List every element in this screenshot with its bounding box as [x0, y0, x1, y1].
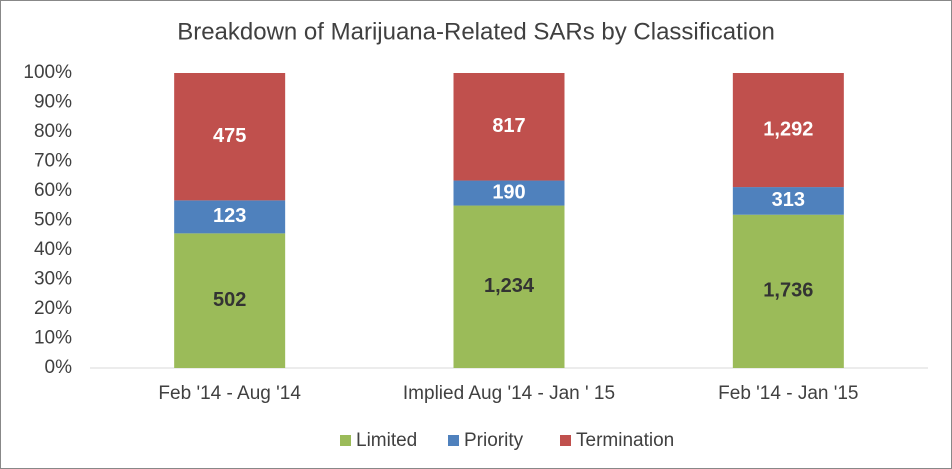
legend-label: Termination [576, 430, 674, 451]
legend-swatch [560, 435, 571, 446]
data-label: 502 [213, 289, 246, 311]
data-label: 817 [492, 115, 525, 137]
data-label: 475 [213, 125, 246, 147]
data-label: 190 [492, 181, 525, 203]
data-label: 1,292 [763, 118, 813, 140]
y-tick-label: 80% [34, 121, 72, 142]
y-tick-label: 40% [34, 239, 72, 260]
x-tick-label: Feb '14 - Aug '14 [158, 383, 301, 404]
y-tick-label: 10% [34, 328, 72, 349]
legend-label: Limited [356, 430, 417, 451]
bar-segment [174, 200, 286, 234]
bar-segment [174, 73, 286, 201]
bar-segment [732, 73, 844, 188]
bar-segment [174, 233, 286, 368]
bar-segment [453, 180, 565, 206]
bar-segment [732, 187, 844, 215]
legend-swatch [448, 435, 459, 446]
y-tick-label: 0% [45, 357, 73, 378]
chart-title: Breakdown of Marijuana-Related SARs by C… [177, 18, 775, 45]
legend-label: Priority [464, 430, 524, 451]
y-tick-label: 70% [34, 151, 72, 172]
y-tick-label: 20% [34, 298, 72, 319]
y-tick-label: 30% [34, 269, 72, 290]
bar-segment [453, 73, 565, 181]
x-tick-label: Implied Aug '14 - Jan ' 15 [403, 383, 615, 404]
data-label: 1,736 [763, 280, 813, 302]
x-tick-label: Feb '14 - Jan '15 [718, 383, 858, 404]
data-label: 313 [772, 189, 805, 211]
y-tick-label: 50% [34, 210, 72, 231]
y-tick-label: 100% [23, 62, 72, 83]
bar-segment [732, 214, 844, 368]
legend-swatch [340, 435, 351, 446]
y-tick-label: 60% [34, 180, 72, 201]
data-label: 1,234 [484, 275, 535, 297]
data-label: 123 [213, 205, 246, 227]
bar-segment [453, 205, 565, 368]
y-tick-label: 90% [34, 92, 72, 113]
